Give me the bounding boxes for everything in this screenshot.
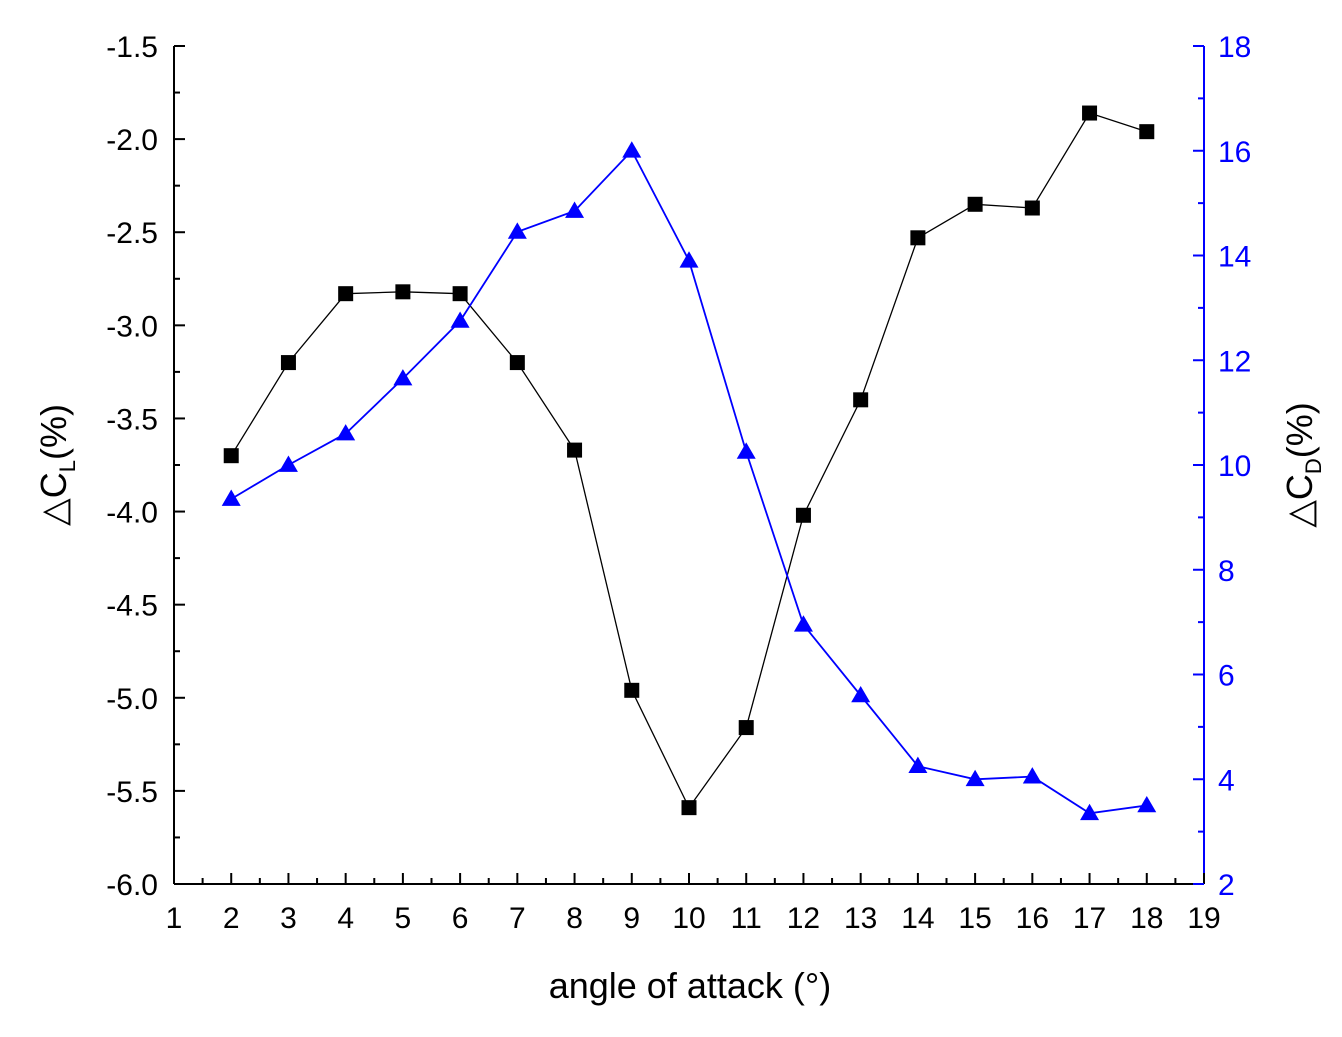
- data-point-cd: [450, 311, 470, 328]
- left-y-tick-label: -6.0: [106, 869, 158, 902]
- right-y-tick-label: 2: [1218, 869, 1235, 902]
- left-y-tick-label: -4.0: [106, 497, 158, 530]
- ticks: 1 2 3 4 5 6 7 8 9 10 11 12 13 14 15 16 17 18 19-1.5-2.0-2.…: [106, 31, 1251, 935]
- series-line-cd: [230, 149, 1147, 815]
- data-point-cl: [338, 286, 354, 302]
- right-y-tick-label: 6: [1218, 660, 1235, 693]
- x-tick-label: 4: [337, 902, 354, 935]
- x-tick-label: 13: [844, 902, 877, 935]
- x-tick-label: 16: [1016, 902, 1049, 935]
- data-point-cl: [1139, 124, 1155, 140]
- data-point-cl: [624, 682, 640, 698]
- markers: [221, 105, 1157, 821]
- right-y-title-suffix: (%): [1279, 402, 1320, 458]
- right-y-tick-label: 10: [1218, 450, 1251, 483]
- data-point-cl: [567, 442, 583, 458]
- left-y-tick-label: -4.5: [106, 590, 158, 623]
- x-tick-label: 9: [623, 902, 640, 935]
- left-y-tick-label: -2.5: [106, 217, 158, 250]
- data-point-cl: [1024, 200, 1040, 216]
- data-point-cl: [395, 284, 411, 300]
- x-tick-label: 11: [731, 902, 762, 935]
- right-y-tick-label: 4: [1218, 764, 1235, 797]
- x-tick-label: 1: [166, 902, 183, 935]
- data-point-cl: [280, 355, 296, 371]
- data-point-cd: [336, 424, 356, 441]
- x-tick-label: 6: [452, 902, 469, 935]
- x-tick-label: 10: [672, 902, 705, 935]
- data-point-cl: [1082, 105, 1098, 121]
- x-tick-label: 5: [395, 902, 412, 935]
- left-y-tick-label: -3.5: [106, 403, 158, 436]
- right-y-tick-label: 18: [1218, 31, 1251, 64]
- x-tick-label: 19: [1187, 902, 1220, 935]
- data-point-cd: [908, 756, 928, 773]
- data-point-cl: [509, 355, 525, 371]
- x-tick-label: 12: [787, 902, 820, 935]
- x-axis-title: angle of attack (°): [549, 965, 832, 1006]
- right-y-tick-label: 12: [1218, 345, 1251, 378]
- series-line-cl: [230, 112, 1148, 809]
- axes: [173, 46, 1205, 885]
- data-point-cd: [221, 489, 241, 506]
- x-tick-label: 3: [280, 902, 297, 935]
- right-y-title-sub: D: [1301, 458, 1326, 474]
- data-point-cd: [278, 455, 298, 472]
- x-tick-label: 18: [1130, 902, 1163, 935]
- data-point-cd: [1137, 795, 1157, 813]
- x-tick-label: 2: [223, 902, 240, 935]
- data-point-cd: [1080, 803, 1100, 821]
- right-y-tick-label: 16: [1218, 136, 1251, 169]
- data-point-cl: [795, 507, 811, 523]
- left-y-title-sub: L: [55, 460, 80, 472]
- right-y-tick-label: 8: [1218, 555, 1235, 588]
- right-y-tick-label: 14: [1218, 241, 1251, 274]
- left-y-tick-label: -3.0: [106, 310, 158, 343]
- data-point-cl: [853, 392, 869, 408]
- data-point-cd: [622, 141, 642, 158]
- right-y-title-prefix: △C: [1279, 474, 1320, 528]
- x-tick-label: 17: [1073, 902, 1106, 935]
- data-point-cd: [679, 251, 699, 268]
- data-point-cl: [223, 448, 239, 464]
- series-lines: [230, 112, 1148, 815]
- data-point-cd: [851, 685, 871, 703]
- data-point-cl: [738, 720, 754, 736]
- data-point-cl: [967, 196, 983, 212]
- left-y-tick-label: -5.0: [106, 683, 158, 716]
- data-point-cd: [793, 615, 813, 632]
- x-tick-label: 7: [509, 902, 526, 935]
- data-point-cd: [1022, 767, 1042, 784]
- data-point-cd: [736, 442, 756, 459]
- data-point-cd: [965, 769, 985, 787]
- data-point-cd: [393, 369, 413, 386]
- left-y-axis-title: △CL(%): [33, 404, 80, 526]
- right-y-axis-title: △CD(%): [1279, 402, 1326, 528]
- left-y-tick-label: -1.5: [106, 31, 158, 64]
- left-y-tick-label: -5.5: [106, 776, 158, 809]
- left-y-tick-label: -2.0: [106, 124, 158, 157]
- x-tick-label: 15: [958, 902, 991, 935]
- left-y-title-prefix: △C: [33, 472, 74, 526]
- data-point-cl: [452, 286, 468, 302]
- data-point-cd: [565, 201, 585, 218]
- data-point-cd: [507, 222, 527, 239]
- x-tick-label: 8: [566, 902, 583, 935]
- left-y-title-suffix: (%): [33, 404, 74, 460]
- data-point-cl: [910, 230, 926, 246]
- x-tick-label: 14: [901, 902, 934, 935]
- data-point-cl: [681, 800, 697, 816]
